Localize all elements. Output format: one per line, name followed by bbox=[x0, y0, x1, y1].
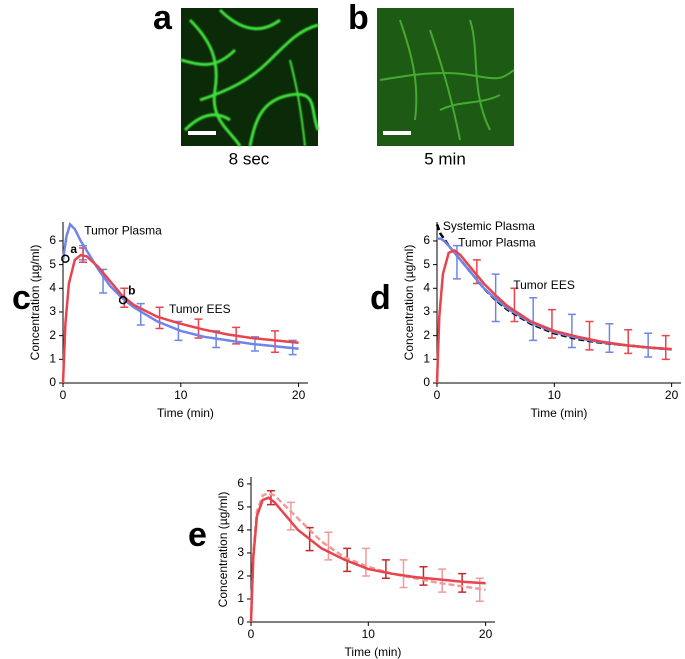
annotation-marker bbox=[61, 254, 70, 263]
image-a bbox=[180, 8, 320, 147]
x-tick-label: 20 bbox=[292, 388, 306, 402]
error-bar bbox=[605, 323, 614, 353]
series-line bbox=[61, 253, 299, 384]
y-axis-title: Concentration (µg/ml) bbox=[402, 245, 416, 361]
annotation-marker bbox=[118, 295, 128, 305]
series-label: Systemic Plasma bbox=[443, 219, 535, 233]
y-axis-title: Concentration (µg/ml) bbox=[216, 492, 230, 608]
y-tick-label: 1 bbox=[237, 591, 244, 605]
series-line bbox=[249, 491, 486, 623]
y-tick-label: 6 bbox=[49, 233, 56, 247]
y-tick-label: 0 bbox=[237, 614, 244, 628]
x-tick-label: 10 bbox=[174, 388, 188, 402]
x-tick-label: 10 bbox=[548, 388, 562, 402]
image-b bbox=[377, 8, 515, 146]
y-tick-label: 2 bbox=[237, 568, 244, 582]
error-bar bbox=[510, 287, 519, 323]
series-label: Tumor EES bbox=[513, 278, 575, 292]
axis bbox=[250, 477, 495, 623]
series-line bbox=[249, 496, 486, 623]
annotation-label: b bbox=[128, 283, 135, 297]
y-tick-label: 4 bbox=[423, 280, 430, 294]
image-caption: 5 min bbox=[424, 149, 466, 168]
y-tick-label: 3 bbox=[49, 304, 56, 318]
y-tick-label: 1 bbox=[49, 351, 56, 365]
y-tick-label: 4 bbox=[237, 522, 244, 536]
y-axis-title: Concentration (µg/ml) bbox=[28, 245, 42, 361]
error-bar bbox=[644, 332, 653, 358]
error-bar bbox=[567, 313, 576, 349]
y-tick-label: 0 bbox=[423, 375, 430, 389]
y-tick-label: 4 bbox=[49, 280, 56, 294]
y-tick-label: 5 bbox=[237, 499, 244, 513]
error-bar bbox=[361, 547, 370, 577]
panel-label: c bbox=[12, 279, 31, 317]
series-line bbox=[435, 248, 672, 384]
error-bar bbox=[585, 320, 594, 351]
y-tick-label: 2 bbox=[423, 328, 430, 342]
series-label: Tumor Plasma bbox=[458, 235, 536, 249]
y-tick-label: 1 bbox=[423, 351, 430, 365]
y-tick-label: 3 bbox=[423, 304, 430, 318]
error-bar bbox=[286, 501, 295, 531]
error-bar bbox=[399, 559, 408, 589]
x-tick-label: 0 bbox=[248, 627, 255, 641]
y-tick-label: 5 bbox=[423, 257, 430, 271]
panel-label: a bbox=[153, 0, 173, 37]
x-axis-title: Time (min) bbox=[531, 406, 588, 420]
error-bar bbox=[624, 328, 633, 355]
annotation-label: a bbox=[70, 242, 77, 256]
y-tick-label: 6 bbox=[423, 233, 430, 247]
error-bar bbox=[381, 559, 390, 580]
series-label: Tumor EES bbox=[169, 302, 231, 316]
y-tick-label: 6 bbox=[237, 476, 244, 490]
error-bar bbox=[419, 566, 428, 586]
panel-label: d bbox=[370, 279, 391, 317]
panel-label: e bbox=[188, 516, 207, 554]
y-tick-label: 5 bbox=[49, 257, 56, 271]
x-axis-title: Time (min) bbox=[345, 645, 402, 659]
x-tick-label: 10 bbox=[362, 627, 376, 641]
y-tick-label: 2 bbox=[49, 328, 56, 342]
x-tick-label: 0 bbox=[60, 388, 67, 402]
x-tick-label: 0 bbox=[434, 388, 441, 402]
error-bar bbox=[529, 297, 538, 342]
y-tick-label: 3 bbox=[237, 545, 244, 559]
x-axis-title: Time (min) bbox=[157, 406, 214, 420]
series-label: Tumor Plasma bbox=[84, 224, 162, 238]
panel-label: b bbox=[348, 0, 369, 37]
error-bar bbox=[324, 531, 333, 561]
series-line bbox=[61, 222, 299, 350]
series-line bbox=[437, 237, 672, 351]
x-tick-label: 20 bbox=[479, 627, 493, 641]
y-tick-label: 0 bbox=[49, 375, 56, 389]
image-caption: 8 sec bbox=[229, 149, 270, 168]
x-tick-label: 20 bbox=[665, 388, 679, 402]
